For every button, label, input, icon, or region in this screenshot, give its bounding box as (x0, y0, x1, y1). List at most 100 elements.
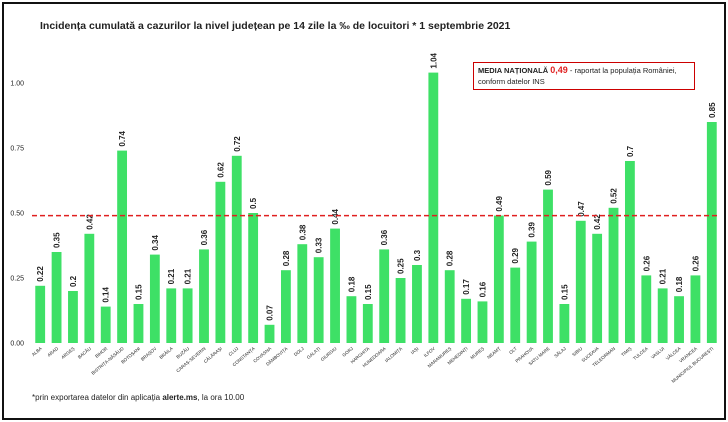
bar (199, 249, 209, 343)
value-label: 0.18 (347, 276, 356, 292)
bar (379, 249, 390, 343)
footnote-text: , la ora 10.00 (197, 393, 245, 402)
bar (330, 228, 340, 343)
bar (133, 304, 144, 343)
value-label: 0.15 (560, 284, 569, 300)
bar (362, 304, 373, 343)
bar (100, 306, 111, 343)
legend-title: MEDIA NAȚIONALĂ (478, 66, 549, 75)
bar (543, 189, 553, 343)
value-label: 0.34 (151, 234, 160, 250)
bar (264, 324, 275, 343)
value-label: 0.22 (36, 266, 45, 282)
value-label: 0.28 (282, 250, 291, 266)
bar (35, 285, 46, 343)
y-tick-label: 0.00 (10, 341, 24, 348)
value-label: 0.15 (134, 284, 143, 300)
x-tick-label: TULCEA (632, 346, 649, 361)
value-label: 0.21 (659, 268, 668, 284)
value-label: 0.5 (249, 197, 258, 209)
bar (68, 291, 78, 343)
value-label: 0.85 (708, 102, 717, 118)
value-label: 0.21 (184, 268, 193, 284)
value-label: 0.25 (397, 258, 406, 274)
value-label: 0.21 (167, 268, 176, 284)
bar (248, 213, 259, 343)
x-tick-label: BIHOR (94, 345, 109, 358)
bar (313, 257, 324, 343)
x-tick-label: IAȘI (410, 346, 420, 355)
value-label: 0.36 (380, 229, 389, 245)
value-label: 0.7 (626, 145, 635, 157)
bar (575, 220, 586, 343)
value-label: 0.49 (495, 195, 504, 211)
value-label: 0.3 (413, 249, 422, 261)
legend: MEDIA NAȚIONALĂ 0,49 - raportat la popul… (473, 62, 695, 90)
bar (51, 252, 62, 343)
value-label: 0.42 (593, 214, 602, 230)
bar (444, 270, 455, 343)
value-label: 0.62 (216, 162, 225, 178)
footnote-text: *prin exportarea datelor din aplicația (32, 393, 163, 402)
bar (461, 298, 472, 343)
x-tick-label: CLUJ (228, 346, 240, 357)
value-label: 1.04 (429, 52, 438, 68)
bar (117, 150, 128, 343)
x-tick-label: BRAȘOV (140, 346, 158, 362)
x-tick-label: SĂLAJ (553, 345, 567, 358)
bar (84, 233, 95, 343)
value-label: 0.47 (577, 201, 586, 217)
y-tick-label: 0.50 (10, 211, 24, 218)
bar (395, 278, 406, 343)
x-tick-label: ARGEȘ (60, 346, 75, 360)
value-label: 0.72 (233, 136, 242, 152)
bar (510, 267, 521, 343)
bar (624, 161, 635, 343)
value-label: 0.42 (85, 214, 94, 230)
value-label: 0.29 (511, 247, 520, 263)
bar (346, 296, 357, 343)
x-tick-label: DOLJ (293, 346, 305, 357)
value-label: 0.52 (610, 188, 619, 204)
value-label: 0.18 (675, 276, 684, 292)
value-label: 0.28 (446, 250, 455, 266)
bar (297, 244, 308, 343)
chart-title: Incidența cumulată a cazurilor la nivel … (40, 20, 510, 32)
bar (641, 275, 652, 343)
x-tick-label: MUREȘ (469, 346, 485, 360)
value-label: 0.35 (53, 232, 62, 248)
x-tick-label: GORJ (341, 346, 354, 358)
value-label: 0.15 (364, 284, 373, 300)
bar (526, 241, 537, 343)
y-tick-label: 0.75 (10, 146, 24, 153)
x-tick-label: SIBIU (571, 346, 583, 357)
y-tick-label: 1.00 (10, 81, 24, 88)
bar (166, 288, 177, 343)
x-tick-label: CĂLĂRAȘI (202, 345, 223, 364)
x-tick-label: BUZĂU (175, 345, 191, 359)
bar (215, 181, 226, 343)
bar (559, 304, 570, 343)
x-tick-label: ILFOV (423, 346, 436, 358)
bar (674, 296, 684, 343)
x-tick-label: ARAD (46, 345, 59, 357)
value-label: 0.38 (298, 224, 307, 240)
x-tick-label: VASLUI (650, 346, 665, 360)
bar (182, 288, 193, 343)
bar (657, 288, 668, 343)
value-label: 0.36 (200, 229, 209, 245)
value-label: 0.59 (544, 169, 553, 185)
x-tick-label: TIMIȘ (620, 346, 632, 358)
legend-value: 0,49 (550, 65, 568, 75)
x-tick-label: ALBA (31, 346, 43, 357)
value-label: 0.14 (102, 286, 111, 302)
value-label: 0.44 (331, 208, 340, 224)
y-tick-label: 0.25 (10, 276, 24, 283)
bar (149, 254, 160, 343)
x-tick-label: BACĂU (76, 345, 92, 360)
x-tick-label: GIURGIU (320, 346, 338, 362)
footnote: *prin exportarea datelor din aplicația a… (32, 393, 244, 402)
value-label: 0.26 (642, 255, 651, 271)
x-tick-label: BRĂILA (158, 345, 174, 360)
